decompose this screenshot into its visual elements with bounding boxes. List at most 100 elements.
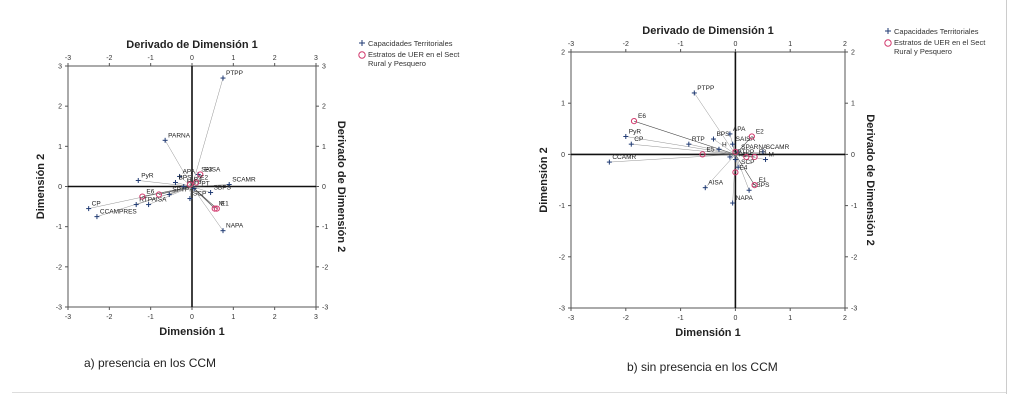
capacidad-label: AISA	[708, 180, 723, 187]
estrato-label: M	[219, 201, 224, 208]
capacidad-label: PPT	[197, 181, 210, 188]
x-tick-label-top: -3	[65, 55, 71, 62]
connector-line	[191, 186, 224, 231]
legend-est-label-1: Estratos de UER en el Sect	[894, 38, 986, 47]
capacidad-label: SBPS	[214, 185, 232, 192]
capacidad-label: AISA	[152, 197, 167, 204]
estrato-point	[211, 205, 218, 212]
legend-est-symbol	[884, 39, 892, 47]
capacidad-label: SPARNA	[741, 144, 768, 151]
capacidad-label: APA	[733, 126, 746, 133]
y-tick-label: -3	[56, 305, 62, 312]
estrato-label: E4	[739, 164, 747, 171]
y-tick-label-right: -2	[851, 254, 857, 261]
estrato-point	[197, 171, 204, 178]
estrato-point	[193, 179, 200, 186]
capacidad-label: H	[722, 141, 727, 148]
estrato-point	[155, 191, 163, 198]
capacidad-label: CCAMR	[612, 154, 636, 161]
estrato-label: E4	[194, 176, 202, 183]
connector-line	[191, 186, 211, 193]
legend-est-label-1: Estratos de UER en el Sect	[368, 50, 460, 59]
estrato-label: E3	[204, 166, 212, 173]
legend-est-symbol	[358, 51, 366, 59]
x-tick-label-top: 2	[273, 55, 277, 62]
legend-est-label-2: Rural y Pesquero	[368, 59, 426, 68]
connector-line	[625, 136, 736, 155]
connector-line	[96, 186, 193, 217]
chart-title: Derivado de Dimensión 1	[126, 39, 257, 51]
capacidad-label: NAPA	[226, 223, 244, 230]
estrato-point	[732, 148, 739, 155]
capacidad-label: SAISA	[201, 166, 221, 173]
capacidad-label: BPS	[178, 174, 192, 181]
capacidad-label: NAPA	[736, 195, 754, 202]
x-tick-label: -3	[568, 315, 574, 322]
connector-line	[191, 186, 217, 209]
estrato-label: E1	[221, 201, 229, 208]
y-axis-label: Dimensión 2	[538, 147, 550, 212]
connector-line	[713, 138, 736, 155]
connector-line	[179, 176, 193, 187]
x-tick-label: 2	[843, 315, 847, 322]
caption-a: a) presencia en los CCM	[84, 356, 217, 370]
x-tick-label: 1	[788, 315, 792, 322]
x-tick-label-top: 1	[788, 41, 792, 48]
capacidad-label: PyR	[629, 128, 642, 135]
capacidad-label: PTPP	[226, 70, 243, 77]
estrato-label: E6	[146, 189, 154, 196]
right-divider	[1006, 0, 1007, 394]
x-tick-label: 0	[733, 315, 737, 322]
x-tick-label-top: 0	[190, 55, 194, 62]
y-tick-label-right: -3	[322, 305, 328, 312]
connector-line	[732, 154, 736, 204]
connector-line	[735, 154, 755, 186]
connector-line	[631, 143, 736, 155]
connector-line	[609, 154, 736, 163]
connector-line	[191, 184, 230, 187]
x-tick-label-top: -3	[568, 41, 574, 48]
y-tick-label-right: 0	[851, 152, 855, 159]
capacidad-label: PyR	[141, 172, 154, 179]
x-tick-label-top: 3	[314, 55, 318, 62]
connector-line	[148, 186, 193, 205]
estrato-point	[743, 153, 750, 161]
x-tick-label-top: 1	[231, 55, 235, 62]
legend-cap-label: Capacidades Territoriales	[368, 39, 453, 48]
y-tick-label-right: 1	[322, 144, 326, 151]
estrato-point	[751, 182, 758, 189]
x-tick-label: 0	[190, 314, 194, 321]
y-tick-label-right: -1	[322, 224, 328, 231]
connector-line	[688, 143, 736, 155]
x-tick-label-top: -1	[677, 41, 683, 48]
y-tick-label: -1	[559, 203, 565, 210]
capacidad-label: SAISA	[736, 136, 756, 143]
y-tick-label: 0	[58, 184, 62, 191]
connector-line	[191, 77, 224, 187]
x-tick-label-top: 0	[733, 41, 737, 48]
capacidad-label: SCAMR	[766, 144, 790, 151]
x-tick-label-top: 2	[843, 41, 847, 48]
x-tick-label: -2	[106, 314, 112, 321]
estrato-point	[732, 169, 739, 176]
y-tick-label: 2	[561, 50, 565, 57]
y-tick-label-right: 2	[851, 50, 855, 57]
y-tick-label: -2	[559, 254, 565, 261]
legend-cap-label: Capacidades Territoriales	[894, 27, 979, 36]
y-tick-label: -2	[56, 264, 62, 271]
y-axis-label: Dimensión 2	[35, 154, 47, 219]
connector-line	[164, 140, 193, 187]
x-tick-label: 2	[273, 314, 277, 321]
legend-est-label-2: Rural y Pesquero	[894, 47, 952, 56]
y-tick-label-right: 0	[322, 184, 326, 191]
estrato-point	[751, 153, 758, 161]
estrato-point	[213, 205, 220, 212]
x-tick-label: -3	[65, 314, 71, 321]
estrato-point	[748, 133, 755, 140]
capacidad-label: SCP	[741, 159, 754, 166]
y-tick-label: 1	[561, 101, 565, 108]
connector-line	[718, 149, 736, 155]
chart-title: Derivado de Dimensión 1	[642, 25, 773, 37]
y-tick-label: 3	[58, 64, 62, 71]
